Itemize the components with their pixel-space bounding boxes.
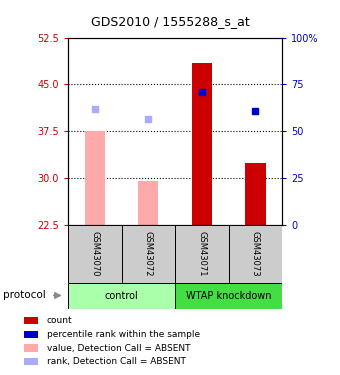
Text: GSM43070: GSM43070 (90, 231, 99, 277)
Text: control: control (105, 291, 138, 301)
Bar (138, 181, 158, 225)
Text: count: count (47, 316, 72, 325)
Text: percentile rank within the sample: percentile rank within the sample (47, 330, 200, 339)
Bar (68, 225, 122, 283)
Bar (175, 225, 229, 283)
Text: GSM43072: GSM43072 (144, 231, 153, 277)
Bar (24, 331, 37, 338)
Text: GDS2010 / 1555288_s_at: GDS2010 / 1555288_s_at (91, 15, 249, 28)
Point (253, 108, 258, 114)
Text: value, Detection Call = ABSENT: value, Detection Call = ABSENT (47, 344, 190, 352)
Text: GSM43073: GSM43073 (251, 231, 260, 277)
Point (146, 116, 151, 122)
Bar (24, 344, 37, 352)
Text: rank, Detection Call = ABSENT: rank, Detection Call = ABSENT (47, 357, 186, 366)
Bar (68, 283, 175, 309)
Bar (122, 225, 175, 283)
Bar (24, 317, 37, 324)
Point (199, 89, 205, 95)
Bar (24, 358, 37, 365)
Point (92, 106, 98, 112)
Text: GSM43071: GSM43071 (198, 231, 206, 277)
Bar (175, 283, 282, 309)
Bar (229, 225, 282, 283)
Bar (245, 162, 266, 225)
Bar (192, 63, 212, 225)
Text: protocol: protocol (3, 291, 46, 300)
Bar (85, 131, 105, 225)
Text: WTAP knockdown: WTAP knockdown (186, 291, 271, 301)
